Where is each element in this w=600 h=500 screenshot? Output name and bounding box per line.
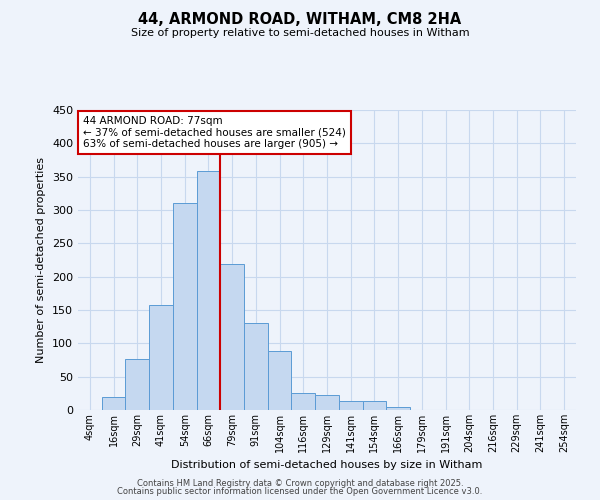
Bar <box>197 172 220 410</box>
Bar <box>244 324 268 410</box>
Text: Contains HM Land Registry data © Crown copyright and database right 2025.: Contains HM Land Registry data © Crown c… <box>137 478 463 488</box>
Bar <box>149 304 173 410</box>
Bar <box>220 264 244 410</box>
Y-axis label: Number of semi-detached properties: Number of semi-detached properties <box>37 157 46 363</box>
Bar <box>125 358 149 410</box>
Bar <box>386 406 410 410</box>
Bar <box>339 400 362 410</box>
Text: 44, ARMOND ROAD, WITHAM, CM8 2HA: 44, ARMOND ROAD, WITHAM, CM8 2HA <box>139 12 461 28</box>
Bar <box>362 402 386 410</box>
Bar <box>173 204 197 410</box>
Text: 44 ARMOND ROAD: 77sqm
← 37% of semi-detached houses are smaller (524)
63% of sem: 44 ARMOND ROAD: 77sqm ← 37% of semi-deta… <box>83 116 346 149</box>
Bar <box>315 396 339 410</box>
Bar <box>292 394 315 410</box>
Text: Size of property relative to semi-detached houses in Witham: Size of property relative to semi-detach… <box>131 28 469 38</box>
X-axis label: Distribution of semi-detached houses by size in Witham: Distribution of semi-detached houses by … <box>172 460 482 470</box>
Bar <box>268 352 292 410</box>
Bar <box>102 396 125 410</box>
Text: Contains public sector information licensed under the Open Government Licence v3: Contains public sector information licen… <box>118 487 482 496</box>
